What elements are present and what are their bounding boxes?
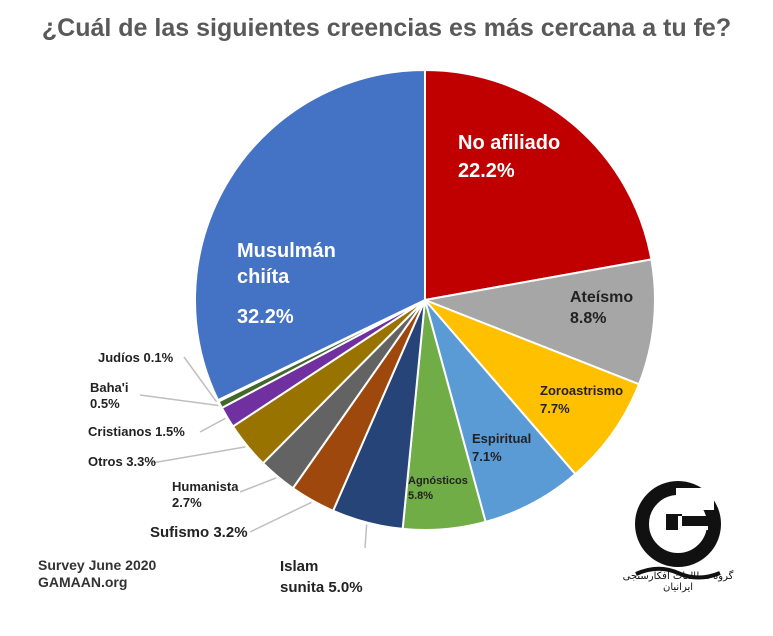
slice-label-line: Baha'i xyxy=(90,380,129,395)
slice-label: Humanista 2.7% xyxy=(172,479,238,512)
slice-label: No afiliado 22.2% xyxy=(458,130,560,184)
pie-slice xyxy=(424,68,653,302)
slice-label-line: No afiliado xyxy=(458,132,561,154)
pie-slice xyxy=(424,299,641,476)
slice-label: Espiritual 7.1% xyxy=(472,430,531,465)
slice-label: Otros 3.3% xyxy=(88,454,156,470)
slice-label-line: Humanista xyxy=(172,479,239,494)
leader-line xyxy=(364,524,368,549)
slice-label: Judíos 0.1% xyxy=(98,350,173,366)
slice-label-line: 32.2% xyxy=(237,306,294,328)
slice-label: Islam sunita 5.0% xyxy=(280,556,363,598)
slice-label-line: Ateísmo xyxy=(570,289,634,306)
slice-label-line: Espiritual xyxy=(472,431,532,446)
slice-label: Ateísmo 8.8% xyxy=(570,288,633,330)
survey-source: Survey June 2020 GAMAAN.org xyxy=(38,557,156,591)
logo-subtitle: گروه مطالعات افکارسنجی ایرانیان xyxy=(622,571,734,593)
slice-label-line: Zoroastrismo xyxy=(540,383,624,398)
slice-label-line: Musulmán xyxy=(237,240,336,262)
slice-label-line: 2.7% xyxy=(172,495,202,511)
survey-site: GAMAAN.org xyxy=(38,573,128,590)
slice-label-line: Otros 3.3% xyxy=(88,454,156,469)
slice-label-line: 7.1% xyxy=(472,448,502,464)
leader-line xyxy=(249,501,312,533)
slice-label-line: 0.5% xyxy=(90,396,120,412)
leader-line xyxy=(151,446,246,464)
leader-line xyxy=(183,356,218,403)
survey-date: Survey June 2020 xyxy=(38,557,157,573)
slice-label-line: Judíos 0.1% xyxy=(98,350,174,365)
leader-line xyxy=(199,417,226,433)
slice-label-line: Sufismo 3.2% xyxy=(150,524,248,541)
slice-label-line: Islam xyxy=(280,558,319,575)
slice-label-line: 5.8% xyxy=(408,490,434,503)
pie-slice xyxy=(194,68,426,402)
chart-title: ¿Cuál de las siguientes creencias es más… xyxy=(41,14,732,42)
slice-label: Musulmán chiíta 32.2% xyxy=(237,238,336,330)
slice-label: Cristianos 1.5% xyxy=(88,424,185,440)
slice-label-line: 22.2% xyxy=(458,160,515,182)
pie-slice xyxy=(421,258,656,386)
slice-label-line: 7.7% xyxy=(540,400,570,416)
slice-label: Sufismo 3.2% xyxy=(150,522,248,543)
leader-line xyxy=(239,477,277,493)
slice-label-line: sunita 5.0% xyxy=(280,579,363,596)
slice-label-line: Agnósticos xyxy=(408,475,468,487)
slice-label-line: 8.8% xyxy=(570,309,607,327)
slice-label-line: Cristianos 1.5% xyxy=(88,424,185,439)
slice-label: Baha'i 0.5% xyxy=(90,380,129,413)
gamaan-logo-icon xyxy=(635,481,721,580)
slice-label-line: chiíta xyxy=(237,266,290,288)
leader-line xyxy=(139,394,219,407)
slice-label: Agnósticos 5.8% xyxy=(408,474,468,505)
slice-label: Zoroastrismo 7.7% xyxy=(540,382,623,417)
pie-slice xyxy=(424,299,577,524)
